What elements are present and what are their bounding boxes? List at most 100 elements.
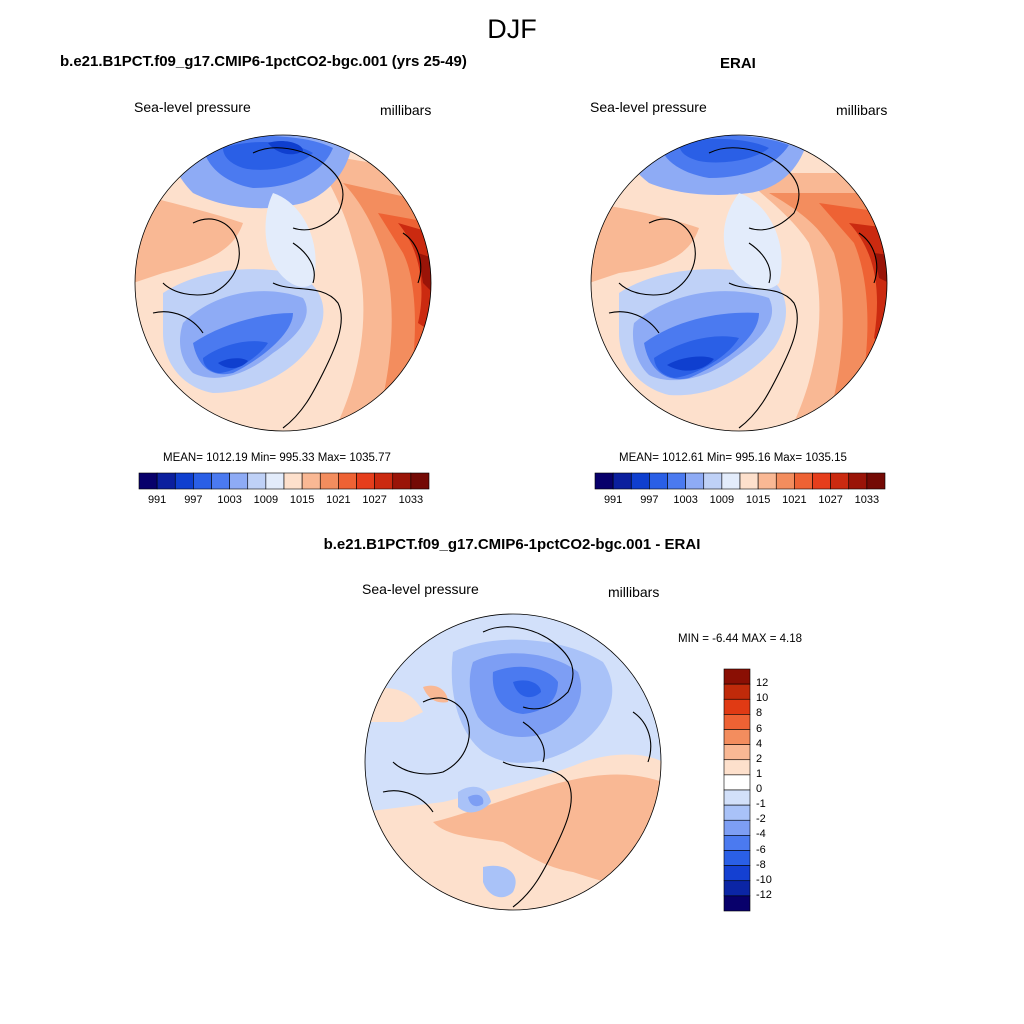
model-colorbar-tick-label: 991: [147, 494, 167, 506]
obs-colorbar-swatch: [594, 472, 614, 490]
diff-colorbar-swatch: [723, 729, 751, 745]
diff-colorbar-ticks: 12 10 8 6 4 2 1 0 -1 -2 -4 -6 -8 -10 -12: [756, 669, 796, 911]
diff-variable-label: Sea-level pressure: [362, 581, 479, 597]
model-colorbar-ticks: 991 997 1003 1009 1015 1021 1027 1033: [139, 494, 429, 508]
model-colorbar-swatch: [283, 472, 303, 490]
obs-colorbar-swatch: [630, 472, 650, 490]
model-colorbar-swatch: [319, 472, 339, 490]
figure-title: DJF: [487, 14, 537, 44]
model-colorbar-swatch: [229, 472, 249, 490]
model-colorbar-swatch: [392, 472, 412, 490]
diff-colorbar-swatch: [723, 835, 751, 851]
model-colorbar-tick-label: 997: [184, 494, 203, 506]
diff-colorbar-swatch: [723, 895, 751, 912]
diff-colorbar-swatch: [723, 683, 751, 700]
diff-colorbar-swatch: [723, 804, 751, 821]
diff-colorbar-tick-label: 12: [756, 677, 769, 690]
diff-colorbar-swatch: [723, 668, 751, 685]
model-colorbar-swatch: [211, 472, 230, 490]
diff-colorbar-tick-label: -1: [756, 798, 766, 811]
diff-stats: MIN = -6.44 MAX = 4.18: [678, 633, 803, 645]
diff-colorbar-swatch: [723, 880, 751, 897]
obs-colorbar-tick-label: 1009: [709, 494, 735, 506]
model-colorbar-swatch: [356, 472, 375, 490]
obs-polar-map: [590, 134, 888, 432]
obs-stats: MEAN= 1012.61 Min= 995.16 Max= 1035.15: [619, 452, 847, 464]
obs-colorbar-swatch: [794, 472, 813, 490]
diff-colorbar-swatch: [723, 774, 751, 791]
obs-colorbar-ticks: 991 997 1003 1009 1015 1021 1027 1033: [595, 494, 885, 508]
obs-panel-title: ERAI: [720, 55, 756, 72]
diff-colorbar-tick-label: 10: [756, 692, 769, 705]
diff-colorbar-swatch: [723, 865, 751, 882]
model-colorbar: [138, 472, 430, 490]
obs-colorbar-swatch: [830, 472, 850, 490]
diff-colorbar-tick-label: 0: [756, 783, 763, 795]
obs-colorbar-swatch: [721, 472, 741, 490]
diff-colorbar-tick-label: -12: [756, 888, 772, 901]
obs-colorbar-tick-label: 991: [603, 494, 623, 506]
obs-colorbar-swatch: [812, 472, 831, 490]
obs-colorbar-tick-label: 1033: [854, 494, 880, 506]
obs-colorbar-swatch: [685, 472, 705, 490]
diff-colorbar-swatch: [723, 789, 751, 806]
diff-colorbar: [723, 668, 751, 912]
diff-colorbar-swatch: [723, 714, 751, 730]
model-variable-label: Sea-level pressure: [134, 99, 251, 115]
obs-colorbar-swatch: [757, 472, 777, 490]
diff-colorbar-swatch: [723, 744, 751, 761]
diff-colorbar-tick-label: -2: [756, 813, 766, 826]
diff-colorbar-tick-label: -10: [756, 873, 772, 886]
obs-units-label: millibars: [836, 102, 888, 118]
model-colorbar-swatch: [156, 472, 176, 490]
model-colorbar-tick-label: 1009: [253, 494, 279, 506]
model-colorbar-swatch: [338, 472, 357, 490]
obs-colorbar-swatch: [649, 472, 668, 490]
model-colorbar-tick-label: 1033: [398, 494, 424, 506]
model-colorbar-tick-label: 1021: [326, 494, 351, 506]
obs-colorbar-tick-label: 1021: [782, 494, 807, 506]
model-colorbar-swatch: [265, 472, 285, 490]
diff-colorbar-swatch: [723, 759, 751, 776]
obs-colorbar-swatch: [667, 472, 686, 490]
model-polar-map: [134, 134, 432, 432]
obs-colorbar-tick-label: 1015: [745, 494, 771, 506]
obs-colorbar-swatch: [703, 472, 723, 490]
model-units-label: millibars: [380, 102, 432, 118]
diff-colorbar-tick-label: -6: [756, 843, 766, 856]
model-colorbar-tick-label: 1003: [217, 494, 242, 506]
model-colorbar-swatch: [174, 472, 194, 490]
obs-colorbar-tick-label: 1027: [818, 494, 843, 506]
diff-colorbar-tick-label: -8: [756, 858, 766, 871]
model-colorbar-swatch: [247, 472, 267, 490]
model-panel-title: b.e21.B1PCT.f09_g17.CMIP6-1pctCO2-bgc.00…: [60, 53, 467, 70]
diff-colorbar-tick-label: -4: [756, 828, 766, 841]
obs-colorbar-swatch: [866, 472, 886, 490]
obs-colorbar-swatch: [775, 472, 795, 490]
diff-colorbar-swatch: [723, 698, 751, 715]
diff-colorbar-swatch: [723, 850, 751, 866]
obs-variable-label: Sea-level pressure: [590, 99, 707, 115]
diff-colorbar-tick-label: 6: [756, 722, 763, 735]
diff-colorbar-tick-label: 2: [756, 752, 763, 765]
obs-colorbar: [594, 472, 886, 490]
model-colorbar-tick-label: 1027: [362, 494, 387, 506]
model-colorbar-swatch: [138, 472, 158, 490]
diff-colorbar-tick-label: 4: [756, 737, 763, 750]
obs-colorbar-swatch: [612, 472, 632, 490]
diff-panel-title: b.e21.B1PCT.f09_g17.CMIP6-1pctCO2-bgc.00…: [323, 536, 701, 553]
obs-colorbar-tick-label: 997: [640, 494, 659, 506]
obs-colorbar-tick-label: 1003: [673, 494, 698, 506]
model-colorbar-swatch: [301, 472, 321, 490]
diff-colorbar-tick-label: 1: [756, 767, 763, 780]
model-colorbar-tick-label: 1015: [289, 494, 315, 506]
model-colorbar-swatch: [410, 472, 430, 490]
obs-colorbar-swatch: [848, 472, 868, 490]
diff-colorbar-tick-label: 8: [756, 707, 763, 720]
diff-colorbar-swatch: [723, 819, 751, 836]
obs-colorbar-swatch: [739, 472, 759, 490]
model-colorbar-swatch: [374, 472, 394, 490]
model-colorbar-swatch: [193, 472, 212, 490]
diff-polar-map: [364, 613, 662, 911]
model-stats: MEAN= 1012.19 Min= 995.33 Max= 1035.77: [163, 452, 391, 464]
